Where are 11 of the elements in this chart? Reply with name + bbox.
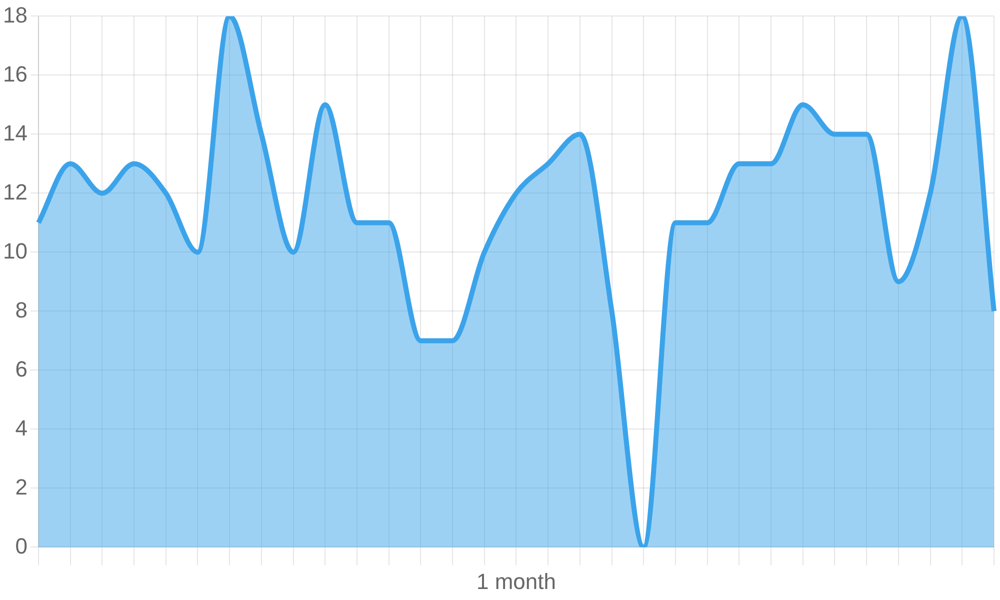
y-tick-label: 6	[15, 356, 28, 382]
y-tick-label: 8	[15, 297, 28, 322]
y-tick-label: 14	[2, 120, 28, 146]
y-tick-label: 12	[2, 179, 28, 204]
y-tick-label: 2	[15, 474, 28, 500]
y-tick-label: 16	[2, 61, 28, 86]
y-tick-label: 10	[2, 238, 28, 264]
x-axis-title: 1 month	[476, 568, 556, 594]
y-tick-label: 0	[15, 533, 28, 558]
y-tick-label: 18	[2, 2, 28, 28]
y-tick-label: 4	[15, 415, 28, 440]
